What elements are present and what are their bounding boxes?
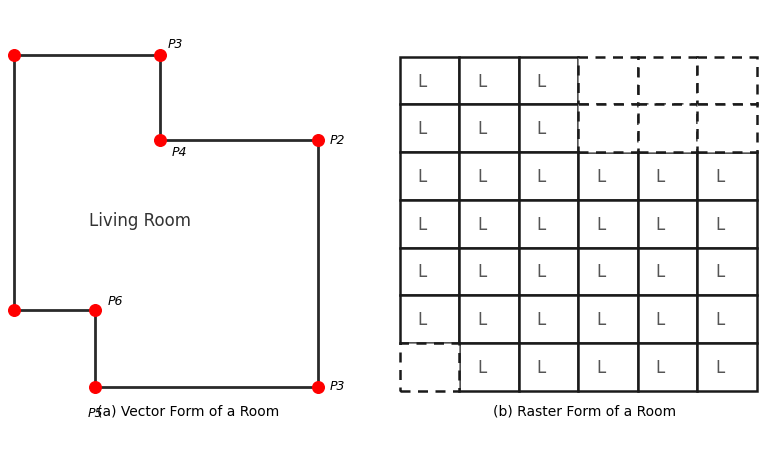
Text: L: L: [597, 263, 605, 282]
Text: L: L: [477, 72, 487, 91]
Text: L: L: [597, 216, 605, 234]
Text: L: L: [537, 216, 546, 234]
Text: L: L: [537, 359, 546, 377]
Text: L: L: [597, 311, 605, 329]
Bar: [579, 152, 638, 200]
Text: L: L: [716, 168, 724, 186]
Bar: [459, 57, 519, 104]
Bar: [400, 104, 459, 152]
Text: L: L: [656, 263, 665, 282]
Text: P4: P4: [172, 146, 187, 159]
Bar: [459, 248, 519, 295]
Bar: [638, 343, 698, 391]
Point: [154, 51, 166, 59]
Text: L: L: [418, 263, 427, 282]
Text: L: L: [656, 216, 665, 234]
Text: L: L: [656, 359, 665, 377]
Bar: [459, 343, 519, 391]
Text: L: L: [418, 120, 427, 138]
Text: L: L: [418, 168, 427, 186]
Bar: [400, 248, 459, 295]
Point: [8, 306, 20, 313]
Bar: [519, 57, 579, 104]
Bar: [579, 295, 638, 343]
Point: [8, 51, 20, 59]
Text: P5: P5: [88, 407, 103, 420]
Text: L: L: [477, 311, 487, 329]
Bar: [519, 248, 579, 295]
Bar: [519, 200, 579, 248]
Bar: [459, 295, 519, 343]
Text: L: L: [477, 263, 487, 282]
Bar: [698, 200, 757, 248]
Bar: [579, 104, 638, 152]
Bar: [698, 104, 757, 152]
Text: P3: P3: [168, 38, 183, 51]
Bar: [400, 295, 459, 343]
Bar: [400, 57, 459, 104]
Text: L: L: [716, 311, 724, 329]
Text: L: L: [656, 168, 665, 186]
Bar: [459, 152, 519, 200]
Bar: [459, 104, 519, 152]
Text: L: L: [716, 263, 724, 282]
Bar: [519, 295, 579, 343]
Text: L: L: [597, 359, 605, 377]
Text: (a) Vector Form of a Room: (a) Vector Form of a Room: [97, 405, 279, 419]
Text: Living Room: Living Room: [89, 212, 191, 230]
Text: P6: P6: [107, 295, 123, 308]
Bar: [400, 200, 459, 248]
Bar: [579, 200, 638, 248]
Text: L: L: [537, 168, 546, 186]
Bar: [519, 343, 579, 391]
Text: L: L: [537, 72, 546, 91]
Bar: [638, 248, 698, 295]
Text: L: L: [537, 120, 546, 138]
Bar: [698, 57, 757, 104]
Text: L: L: [477, 120, 487, 138]
Text: L: L: [477, 168, 487, 186]
Text: L: L: [716, 359, 724, 377]
Bar: [400, 343, 459, 391]
Bar: [698, 295, 757, 343]
Point: [89, 383, 101, 391]
Point: [311, 383, 324, 391]
Bar: [638, 57, 698, 104]
Point: [89, 306, 101, 313]
Bar: [698, 343, 757, 391]
Text: L: L: [716, 216, 724, 234]
Bar: [579, 57, 638, 104]
Point: [311, 136, 324, 144]
Bar: [519, 104, 579, 152]
Bar: [579, 248, 638, 295]
Bar: [519, 152, 579, 200]
Text: L: L: [418, 311, 427, 329]
Text: L: L: [477, 359, 487, 377]
Bar: [638, 152, 698, 200]
Text: P3: P3: [329, 380, 345, 393]
Text: L: L: [537, 263, 546, 282]
Text: L: L: [418, 72, 427, 91]
Bar: [400, 152, 459, 200]
Bar: [638, 104, 698, 152]
Text: L: L: [477, 216, 487, 234]
Bar: [459, 200, 519, 248]
Text: L: L: [537, 311, 546, 329]
Bar: [698, 248, 757, 295]
Text: L: L: [418, 216, 427, 234]
Text: P2: P2: [329, 133, 345, 147]
Bar: [698, 152, 757, 200]
Point: [154, 136, 166, 144]
Text: L: L: [656, 311, 665, 329]
Bar: [579, 343, 638, 391]
Text: (b) Raster Form of a Room: (b) Raster Form of a Room: [492, 405, 676, 419]
Text: L: L: [597, 168, 605, 186]
Bar: [638, 200, 698, 248]
Bar: [638, 295, 698, 343]
